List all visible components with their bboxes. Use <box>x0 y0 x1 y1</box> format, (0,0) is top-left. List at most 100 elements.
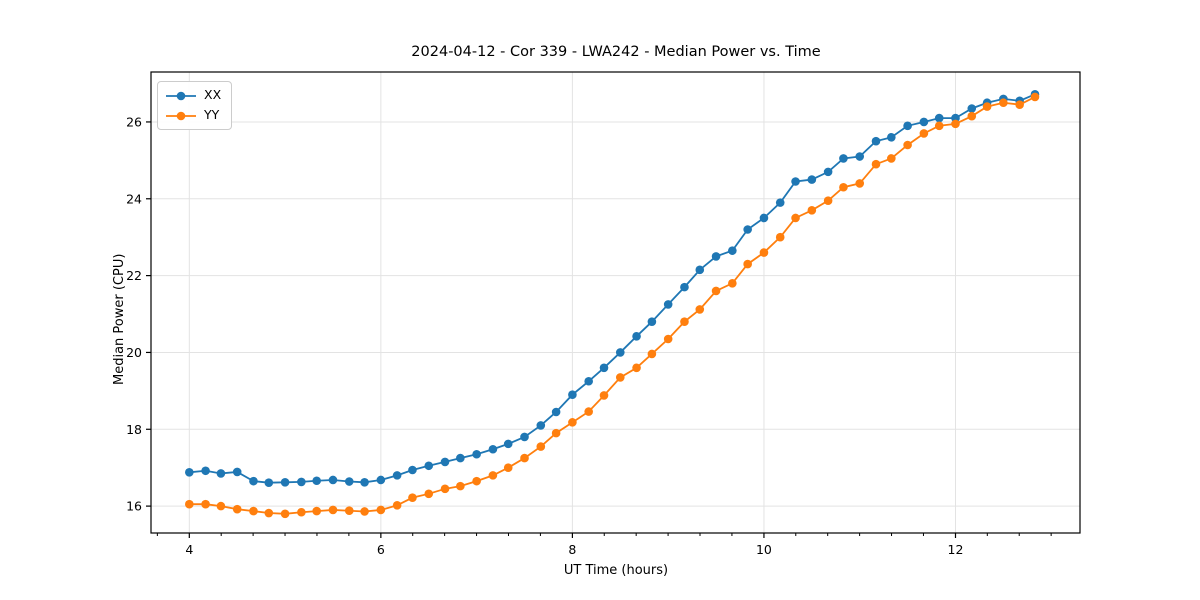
data-point-yy <box>839 182 848 192</box>
data-point-xx <box>871 136 881 146</box>
data-point-yy <box>344 506 354 516</box>
data-point-yy <box>568 418 577 427</box>
x-axis-label: UT Time (hours) <box>563 563 669 578</box>
data-point-yy <box>328 505 338 515</box>
y-tick-label: 26 <box>126 114 142 129</box>
data-point-yy <box>680 317 689 327</box>
data-point-yy <box>551 428 561 438</box>
data-point-xx <box>232 467 242 477</box>
data-point-yy <box>887 154 896 163</box>
x-tick-label: 4 <box>185 542 193 557</box>
data-point-xx <box>647 317 657 327</box>
data-point-xx <box>775 198 785 207</box>
data-point-yy <box>919 129 929 138</box>
data-point-xx <box>711 252 721 261</box>
legend-label: XX <box>204 87 222 103</box>
data-point-yy <box>982 102 992 111</box>
data-point-xx <box>424 461 434 471</box>
series-line-xx <box>189 93 1036 484</box>
data-point-yy <box>1030 92 1040 102</box>
data-point-xx <box>344 477 354 486</box>
y-tick-label: 24 <box>126 191 142 206</box>
data-point-yy <box>408 493 417 502</box>
y-tick-label: 22 <box>126 268 142 283</box>
data-point-yy <box>663 334 673 344</box>
legend-label: YY <box>204 107 220 123</box>
data-point-yy <box>855 179 865 188</box>
data-point-yy <box>472 476 481 486</box>
data-point-xx <box>568 390 577 400</box>
data-point-yy <box>999 98 1008 108</box>
data-point-yy <box>503 463 513 472</box>
data-point-xx <box>632 332 641 341</box>
x-tick-label: 8 <box>568 542 576 557</box>
x-tick-label: 12 <box>948 542 964 557</box>
y-tick-label: 20 <box>126 345 142 360</box>
data-point-xx <box>839 154 848 163</box>
data-point-yy <box>584 407 593 416</box>
data-point-xx <box>791 177 800 186</box>
data-point-xx <box>855 152 865 161</box>
data-point-xx <box>934 113 944 123</box>
data-point-xx <box>392 471 402 480</box>
data-point-yy <box>520 453 529 463</box>
data-point-yy <box>360 507 369 516</box>
data-point-xx <box>216 469 226 478</box>
data-point-xx <box>488 444 498 454</box>
data-point-yy <box>312 506 321 516</box>
data-point-yy <box>632 363 641 373</box>
legend-swatch-xx <box>166 91 196 100</box>
data-point-xx <box>360 477 369 487</box>
data-point-yy <box>711 286 721 296</box>
data-point-xx <box>695 265 705 275</box>
data-point-xx <box>759 213 769 223</box>
data-point-xx <box>376 475 386 485</box>
data-point-yy <box>775 232 785 242</box>
data-point-yy <box>280 509 290 519</box>
data-point-yy <box>536 442 546 451</box>
y-tick-label: 16 <box>126 499 142 514</box>
data-point-xx <box>680 282 689 292</box>
data-point-yy <box>615 373 625 382</box>
data-point-yy <box>728 278 737 288</box>
data-point-yy <box>599 391 609 400</box>
data-point-xx <box>185 468 194 477</box>
data-point-yy <box>647 349 657 359</box>
data-point-yy <box>1015 100 1024 109</box>
data-point-yy <box>249 506 258 516</box>
data-point-yy <box>392 501 402 510</box>
data-point-yy <box>695 305 705 314</box>
data-point-xx <box>615 348 625 357</box>
data-point-yy <box>201 499 210 509</box>
data-point-yy <box>297 507 306 517</box>
data-point-xx <box>536 421 546 430</box>
data-point-xx <box>472 449 481 459</box>
legend-item-yy: YY <box>165 106 221 125</box>
legend-item-xx: XX <box>165 86 221 105</box>
data-point-xx <box>919 117 929 127</box>
data-point-yy <box>440 484 450 494</box>
data-point-xx <box>599 363 609 373</box>
data-point-yy <box>903 140 912 150</box>
data-point-xx <box>743 225 752 234</box>
data-point-yy <box>488 471 498 480</box>
x-tick-label: 6 <box>377 542 385 557</box>
data-point-xx <box>249 476 258 486</box>
data-point-xx <box>440 457 450 467</box>
data-point-xx <box>903 121 912 131</box>
data-point-xx <box>297 477 306 487</box>
data-point-xx <box>584 376 593 386</box>
data-point-yy <box>216 501 226 511</box>
data-point-yy <box>185 499 194 509</box>
data-point-yy <box>951 119 960 129</box>
data-point-yy <box>934 121 944 131</box>
data-point-yy <box>967 111 977 121</box>
data-point-yy <box>424 489 434 499</box>
data-point-yy <box>791 213 800 223</box>
data-point-xx <box>328 475 338 485</box>
data-point-xx <box>887 133 896 142</box>
data-point-yy <box>743 259 752 269</box>
data-point-xx <box>312 476 321 486</box>
